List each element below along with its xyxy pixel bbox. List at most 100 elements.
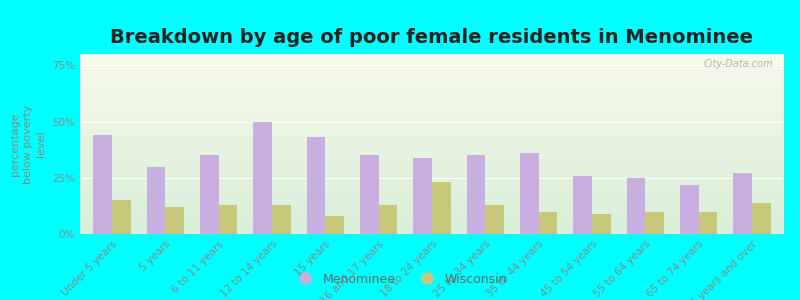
Bar — [520, 153, 538, 234]
Bar — [80, 90, 784, 92]
Bar — [80, 94, 784, 95]
Title: Breakdown by age of poor female residents in Menominee: Breakdown by age of poor female resident… — [110, 28, 754, 47]
Bar — [80, 187, 784, 189]
Bar — [80, 79, 784, 81]
Bar — [80, 77, 784, 79]
Bar — [80, 137, 784, 139]
Bar — [626, 178, 646, 234]
Bar — [94, 135, 112, 234]
Bar — [80, 106, 784, 108]
Bar — [360, 155, 378, 234]
Bar — [80, 103, 784, 104]
Bar — [80, 81, 784, 83]
Bar — [306, 137, 326, 234]
Bar — [80, 230, 784, 232]
Bar — [80, 227, 784, 229]
Bar — [80, 108, 784, 110]
Bar — [80, 88, 784, 90]
Bar — [80, 65, 784, 67]
Bar — [80, 158, 784, 160]
Bar — [80, 117, 784, 119]
Bar — [80, 124, 784, 126]
Bar — [326, 216, 344, 234]
Bar — [80, 146, 784, 148]
Bar — [80, 126, 784, 128]
Bar — [734, 173, 752, 234]
Text: City-Data.com: City-Data.com — [704, 59, 774, 69]
Bar — [752, 202, 770, 234]
Bar — [592, 214, 610, 234]
Bar — [80, 221, 784, 223]
Bar — [80, 101, 784, 103]
Bar — [80, 135, 784, 137]
Bar — [80, 205, 784, 207]
Bar — [80, 99, 784, 101]
Bar — [538, 212, 558, 234]
Bar — [254, 122, 272, 234]
Bar — [80, 153, 784, 155]
Bar — [80, 209, 784, 211]
Bar — [80, 211, 784, 212]
Bar — [80, 175, 784, 176]
Bar — [80, 122, 784, 124]
Bar — [646, 212, 664, 234]
Bar — [80, 164, 784, 166]
Bar — [80, 149, 784, 151]
Bar — [80, 97, 784, 99]
Bar — [80, 167, 784, 169]
Legend: Menominee, Wisconsin: Menominee, Wisconsin — [288, 268, 512, 291]
Bar — [80, 180, 784, 182]
Bar — [272, 205, 290, 234]
Bar — [80, 229, 784, 230]
Bar — [80, 67, 784, 68]
Bar — [80, 104, 784, 106]
Bar — [80, 113, 784, 115]
Bar — [80, 202, 784, 203]
Bar — [80, 58, 784, 59]
Bar — [80, 130, 784, 131]
Bar — [80, 155, 784, 157]
Bar — [80, 176, 784, 178]
Bar — [112, 200, 130, 234]
Bar — [80, 68, 784, 70]
Bar — [80, 148, 784, 149]
Bar — [80, 85, 784, 86]
Bar — [80, 196, 784, 198]
Bar — [80, 194, 784, 196]
Bar — [80, 162, 784, 164]
Bar — [80, 144, 784, 146]
Bar — [432, 182, 450, 234]
Bar — [80, 223, 784, 225]
Bar — [80, 74, 784, 76]
Bar — [80, 171, 784, 173]
Bar — [80, 56, 784, 58]
Bar — [80, 131, 784, 133]
Bar — [378, 205, 398, 234]
Bar — [680, 184, 698, 234]
Bar — [80, 225, 784, 227]
Bar — [80, 203, 784, 205]
Bar — [80, 214, 784, 216]
Bar — [80, 182, 784, 184]
Bar — [80, 72, 784, 74]
Bar — [166, 207, 184, 234]
Bar — [200, 155, 218, 234]
Bar — [574, 176, 592, 234]
Bar — [80, 86, 784, 88]
Bar — [80, 198, 784, 200]
Bar — [80, 83, 784, 85]
Bar — [80, 173, 784, 175]
Bar — [80, 63, 784, 65]
Bar — [80, 151, 784, 153]
Bar — [80, 220, 784, 221]
Bar — [80, 70, 784, 72]
Bar — [80, 184, 784, 185]
Bar — [80, 191, 784, 193]
Bar — [80, 185, 784, 187]
Bar — [80, 92, 784, 94]
Y-axis label: percentage
below poverty
level: percentage below poverty level — [10, 104, 46, 184]
Bar — [80, 61, 784, 63]
Bar — [80, 216, 784, 218]
Bar — [80, 142, 784, 144]
Bar — [218, 205, 238, 234]
